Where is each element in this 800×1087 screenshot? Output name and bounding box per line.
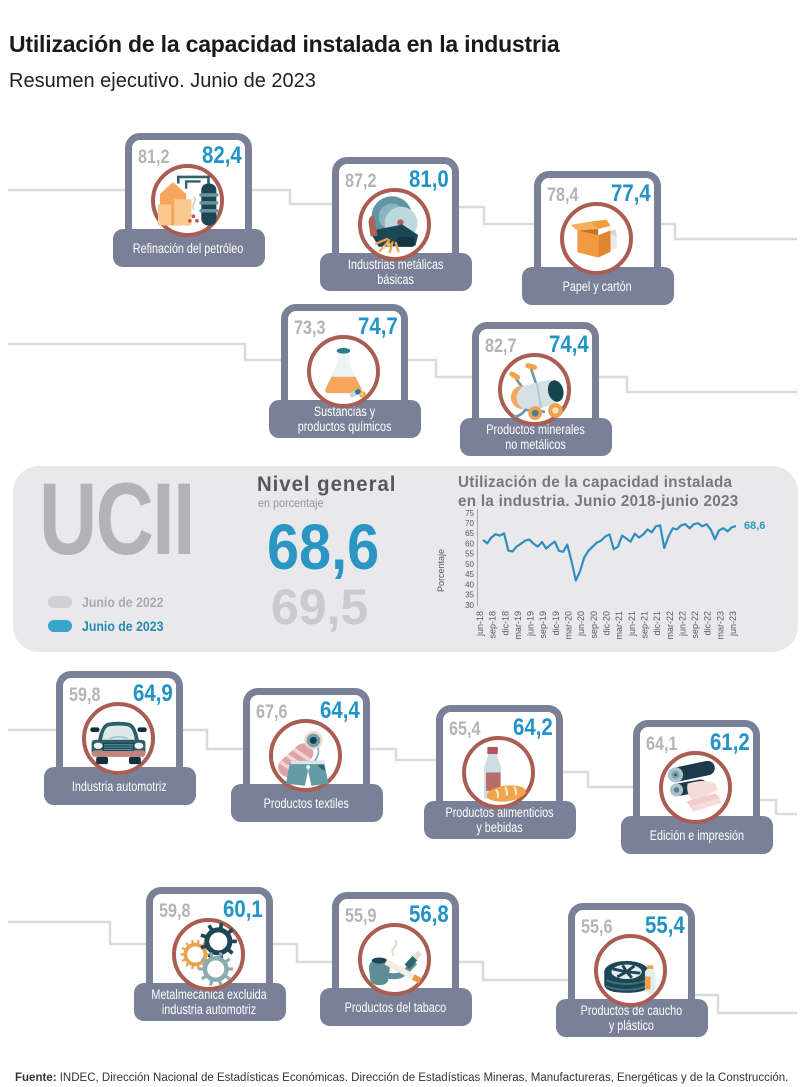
svg-text:60: 60 [465, 540, 474, 549]
svg-text:dic-20: dic-20 [602, 611, 612, 636]
svg-text:55: 55 [465, 550, 474, 559]
svg-text:mar-22: mar-22 [665, 611, 675, 640]
svg-text:65: 65 [465, 529, 474, 538]
svg-text:dic-22: dic-22 [703, 611, 713, 636]
svg-text:dic-21: dic-21 [652, 611, 662, 636]
svg-text:sep-19: sep-19 [538, 611, 548, 639]
svg-text:jun-19: jun-19 [526, 611, 536, 637]
svg-text:75: 75 [465, 509, 474, 518]
svg-text:sep-18: sep-18 [488, 611, 498, 639]
svg-text:jun-22: jun-22 [677, 611, 687, 637]
svg-text:jun-21: jun-21 [627, 611, 637, 637]
svg-text:50: 50 [465, 560, 474, 569]
svg-text:jun-18: jun-18 [475, 611, 485, 637]
svg-text:30: 30 [465, 601, 474, 610]
svg-text:Porcentaje: Porcentaje [436, 549, 446, 592]
svg-text:68,6: 68,6 [744, 520, 765, 532]
svg-text:dic-18: dic-18 [500, 611, 510, 636]
svg-text:sep-20: sep-20 [589, 611, 599, 639]
svg-text:45: 45 [465, 570, 474, 579]
svg-text:dic-19: dic-19 [551, 611, 561, 636]
svg-text:40: 40 [465, 580, 474, 589]
svg-text:70: 70 [465, 519, 474, 528]
svg-text:mar-21: mar-21 [614, 611, 624, 640]
svg-text:mar-20: mar-20 [564, 611, 574, 640]
svg-text:mar-23: mar-23 [715, 611, 725, 640]
svg-text:jun-23: jun-23 [728, 611, 738, 637]
svg-text:35: 35 [465, 591, 474, 600]
svg-text:sep-22: sep-22 [690, 611, 700, 639]
svg-text:jun-20: jun-20 [576, 611, 586, 637]
svg-text:mar-19: mar-19 [513, 611, 523, 640]
svg-text:sep-21: sep-21 [640, 611, 650, 639]
